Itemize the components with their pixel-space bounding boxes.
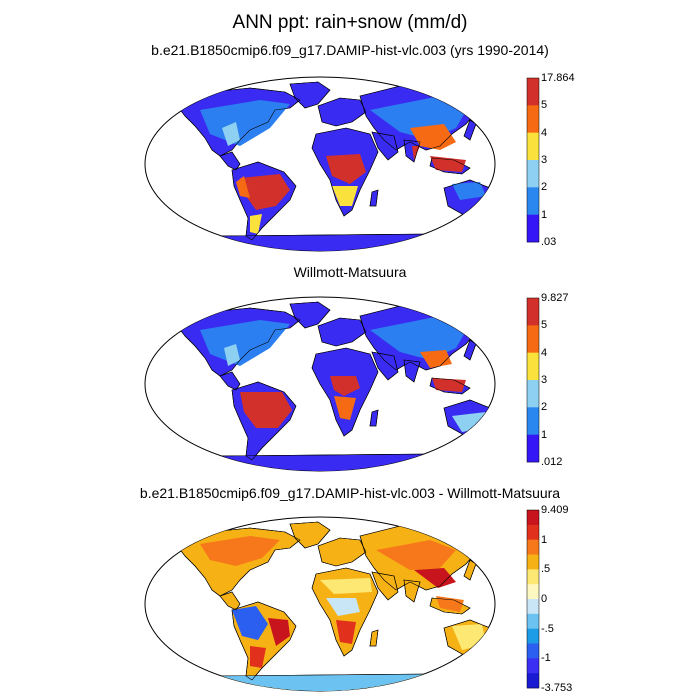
colorbar-label: 5 — [541, 99, 548, 112]
main-title: ANN ppt: rain+snow (mm/d) — [232, 12, 468, 33]
colorbar-label: -3.753 — [541, 682, 573, 694]
colorbar-swatch — [527, 613, 539, 629]
colorbar-frame — [526, 509, 540, 689]
panel-1-map — [144, 76, 496, 252]
colorbar-swatch — [527, 539, 539, 555]
colorbar-label: .012 — [541, 456, 563, 468]
colorbar-label: 17.864 — [541, 72, 575, 84]
colorbar-label: 2 — [541, 181, 548, 194]
colorbar-swatch — [527, 132, 539, 161]
colorbar-frame — [526, 297, 540, 463]
colorbar-swatch — [527, 380, 539, 408]
colorbar-swatch — [527, 298, 539, 326]
colorbar-label: 1 — [541, 533, 548, 546]
panel-2-map — [144, 296, 496, 472]
colorbar-swatch — [527, 78, 539, 106]
colorbar-swatch — [527, 325, 539, 353]
colorbar-swatch — [527, 105, 539, 133]
colorbar-label: 4 — [541, 126, 548, 139]
colorbar-label: 4 — [541, 346, 548, 359]
colorbar-label: 1 — [541, 428, 548, 441]
colorbar-label: 3 — [541, 374, 548, 386]
colorbar-swatch — [527, 554, 539, 570]
colorbar-swatch — [527, 524, 539, 540]
colorbar-swatch — [527, 658, 539, 674]
colorbar-label: 9.827 — [541, 292, 569, 304]
panel-2-colorbar — [526, 297, 540, 463]
colorbar-label: .03 — [541, 236, 557, 248]
colorbar-swatch — [527, 599, 539, 615]
panel-3-map — [144, 516, 496, 692]
colorbar-frame — [526, 77, 540, 243]
colorbar-swatch — [527, 643, 539, 659]
colorbar-label: 1 — [541, 208, 548, 221]
colorbar-swatch — [527, 352, 539, 381]
colorbar-label: 3 — [541, 154, 548, 166]
colorbar-swatch — [527, 187, 539, 215]
colorbar-swatch — [527, 407, 539, 435]
colorbar-label: -.5 — [541, 622, 554, 635]
colorbar-swatch — [527, 160, 539, 188]
panel-2-title: Willmott-Matsuura — [293, 264, 407, 280]
colorbar-swatch — [527, 214, 539, 243]
colorbar-label: 2 — [541, 401, 548, 414]
colorbar-swatch — [527, 510, 539, 526]
colorbar-label: -1 — [541, 652, 551, 665]
panel-3-colorbar — [526, 509, 540, 689]
colorbar-swatch — [527, 569, 539, 585]
panel-1-colorbar — [526, 77, 540, 243]
panel-1-title: b.e21.B1850cmip6.f09_g17.DAMIP-hist-vlc.… — [151, 42, 549, 58]
panel-3-title: b.e21.B1850cmip6.f09_g17.DAMIP-hist-vlc.… — [139, 485, 561, 501]
colorbar-swatch — [527, 673, 539, 689]
colorbar-label: 0 — [541, 593, 548, 605]
colorbar-label: 5 — [541, 319, 548, 332]
colorbar-label: .5 — [541, 563, 551, 576]
colorbar-label: 9.409 — [541, 504, 569, 516]
colorbar-swatch — [527, 628, 539, 644]
colorbar-swatch — [527, 434, 539, 463]
colorbar-swatch — [527, 584, 539, 600]
